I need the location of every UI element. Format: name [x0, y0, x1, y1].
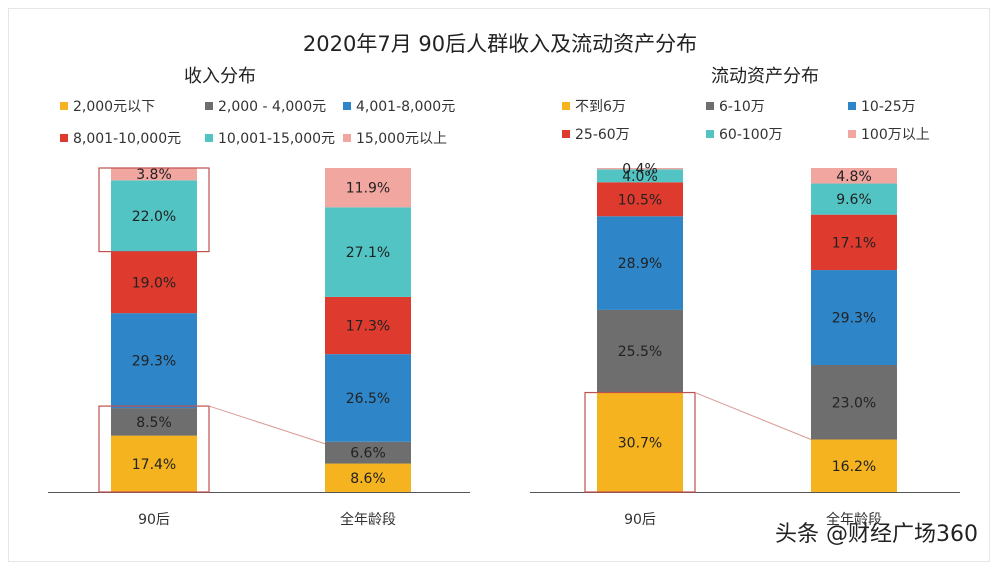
main-title: 2020年7月 90后人群收入及流动资产分布 — [302, 32, 698, 56]
data-label: 23.0% — [832, 395, 876, 411]
legend-item: 25-60万 — [562, 124, 630, 144]
legend-label: 2,000 - 4,000元 — [218, 99, 327, 115]
bar-segment — [597, 216, 683, 310]
data-label: 9.6% — [836, 192, 872, 208]
bar-segment — [111, 251, 197, 314]
legend-swatch — [562, 102, 570, 110]
legend-item: 6-10万 — [706, 96, 765, 116]
legend-label: 10-25万 — [861, 99, 916, 115]
connector-line — [208, 405, 326, 445]
bar-segment — [597, 169, 683, 183]
highlight-box — [98, 405, 210, 493]
legend-label: 100万以上 — [861, 127, 930, 143]
bar-segment — [597, 168, 683, 170]
legend-label: 6-10万 — [719, 99, 765, 115]
legend-item: 2,000元以下 — [60, 96, 155, 116]
legend-item: 2,000 - 4,000元 — [205, 96, 326, 116]
legend-swatch — [205, 134, 213, 142]
category-label: 90后 — [138, 512, 170, 528]
income-chart-title: 收入分布 — [184, 66, 256, 87]
legend-swatch — [343, 134, 351, 142]
highlight-box — [584, 391, 696, 493]
connector-line — [694, 392, 812, 440]
assets-chart-title: 流动资产分布 — [711, 66, 819, 87]
legend-label: 8,001-10,000元 — [73, 131, 182, 147]
legend-label: 不到6万 — [575, 99, 626, 115]
legend-label: 4,001-8,000元 — [356, 99, 456, 115]
category-label: 全年龄段 — [340, 511, 396, 528]
highlight-box — [98, 167, 210, 253]
bar-segment — [325, 463, 411, 492]
legend-label: 2,000元以下 — [73, 99, 156, 115]
legend-item: 4,001-8,000元 — [343, 96, 455, 116]
bar-segment — [325, 207, 411, 297]
data-label: 11.9% — [346, 181, 390, 197]
data-label: 4.8% — [836, 169, 872, 185]
legend-item: 60-100万 — [706, 124, 783, 144]
category-label: 全年龄段 — [826, 511, 882, 528]
bar-segment — [811, 364, 897, 440]
data-label: 19.0% — [132, 275, 176, 291]
bar-segment — [597, 309, 683, 393]
legend-item: 10,001-15,000元 — [205, 128, 335, 148]
data-label: 22.0% — [132, 209, 176, 225]
legend-swatch — [343, 102, 351, 110]
data-label: 0.4% — [622, 162, 658, 178]
legend-item: 15,000元以上 — [343, 128, 447, 148]
legend-item: 10-25万 — [848, 96, 916, 116]
bar-segment — [811, 270, 897, 365]
bar-segment — [811, 183, 897, 215]
legend-label: 25-60万 — [575, 127, 630, 143]
legend-swatch — [848, 130, 856, 138]
data-label: 26.5% — [346, 391, 390, 407]
bar-segment — [811, 439, 897, 492]
legend-swatch — [205, 102, 213, 110]
data-label: 16.2% — [832, 459, 876, 475]
legend-swatch — [562, 130, 570, 138]
bar-segment — [111, 435, 197, 492]
legend-swatch — [848, 102, 856, 110]
legend-label: 60-100万 — [719, 127, 783, 143]
legend-swatch — [706, 130, 714, 138]
data-label: 4.0% — [622, 169, 658, 185]
legend-label: 15,000元以上 — [356, 131, 447, 147]
bar-segment — [111, 408, 197, 436]
data-label: 28.9% — [618, 256, 662, 272]
data-label: 3.8% — [136, 167, 172, 183]
bar-segment — [325, 354, 411, 442]
data-label: 27.1% — [346, 245, 390, 261]
data-label: 29.3% — [132, 354, 176, 370]
data-label: 30.7% — [618, 435, 662, 451]
category-label: 90后 — [624, 512, 656, 528]
legend-item: 8,001-10,000元 — [60, 128, 181, 148]
legend-swatch — [60, 134, 68, 142]
legend-item: 100万以上 — [848, 124, 930, 144]
bar-segment — [597, 182, 683, 217]
watermark: 头条 @财经广场360 — [775, 522, 978, 547]
bar-segment — [811, 168, 897, 184]
legend-item: 不到6万 — [562, 96, 626, 116]
bar-segment — [325, 168, 411, 208]
data-label: 10.5% — [618, 192, 662, 208]
bar-segment — [597, 392, 683, 492]
legend-label: 10,001-15,000元 — [218, 131, 336, 147]
bar-segment — [111, 313, 197, 409]
bar-segment — [325, 441, 411, 464]
bar-segment — [111, 180, 197, 252]
data-label: 8.6% — [350, 471, 386, 487]
data-label: 17.1% — [832, 235, 876, 251]
bar-segment — [811, 214, 897, 271]
legend-swatch — [706, 102, 714, 110]
data-label: 25.5% — [618, 344, 662, 360]
data-label: 17.3% — [346, 319, 390, 335]
legend-swatch — [60, 102, 68, 110]
bar-segment — [325, 296, 411, 355]
bar-segment — [111, 168, 197, 181]
data-label: 6.6% — [350, 446, 386, 462]
data-label: 29.3% — [832, 311, 876, 327]
data-label: 17.4% — [132, 457, 176, 473]
data-label: 8.5% — [136, 415, 172, 431]
